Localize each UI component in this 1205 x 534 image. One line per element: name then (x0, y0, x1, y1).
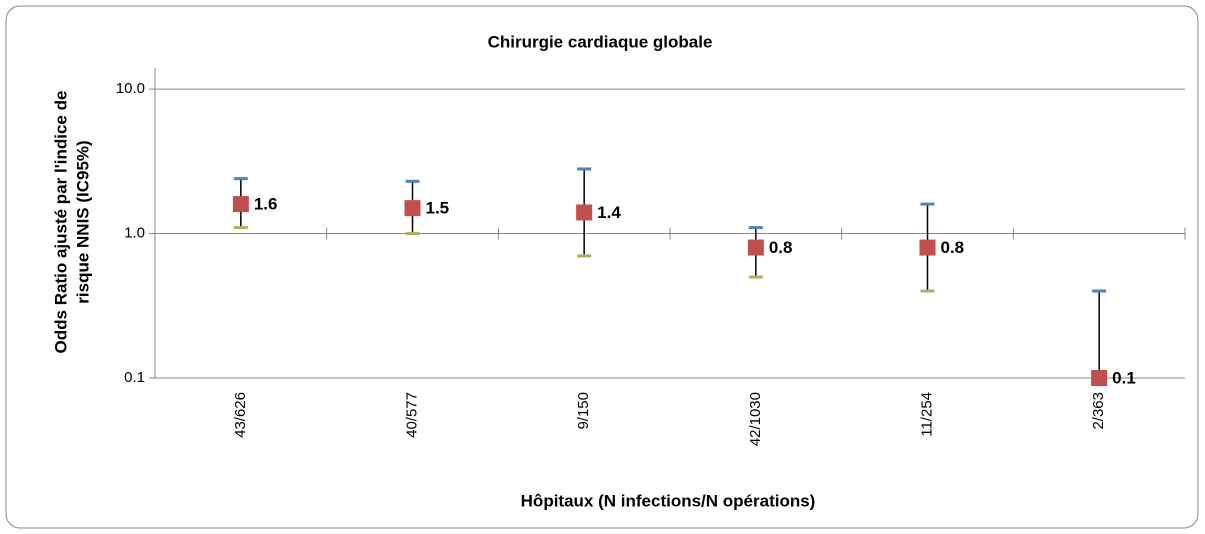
data-label: 0.1 (1112, 368, 1136, 387)
chart-title: Chirurgie cardiaque globale (488, 32, 713, 51)
marker (232, 196, 249, 213)
x-tick-label: 42/1030 (747, 392, 764, 446)
x-axis-title: Hôpitaux (N infections/N opérations) (521, 491, 816, 510)
data-label: 1.5 (426, 199, 450, 218)
data-label: 0.8 (941, 238, 965, 257)
data-label: 1.6 (254, 195, 278, 214)
x-tick-label: 2/363 (1090, 392, 1107, 430)
marker (404, 200, 421, 217)
y-axis-title-line: Odds Ratio ajusté par l'indice de (51, 91, 70, 354)
data-label: 0.8 (769, 238, 793, 257)
marker (576, 204, 593, 221)
data-label: 1.4 (597, 203, 621, 222)
x-tick-label: 9/150 (575, 392, 592, 430)
x-tick-label: 40/577 (403, 392, 420, 438)
y-tick-label: 10.0 (116, 80, 145, 97)
y-axis-title-line: risque NNIS (IC95%) (73, 140, 92, 303)
y-tick-label: 0.1 (124, 369, 145, 386)
x-tick-label: 43/626 (232, 392, 249, 438)
marker (1091, 370, 1108, 386)
x-tick-label: 11/254 (918, 392, 935, 437)
chart-border (5, 5, 1199, 529)
marker (747, 239, 764, 256)
marker (919, 239, 936, 256)
y-axis-title: Odds Ratio ajusté par l'indice de risque… (51, 91, 92, 354)
y-tick-label: 1.0 (124, 225, 145, 242)
